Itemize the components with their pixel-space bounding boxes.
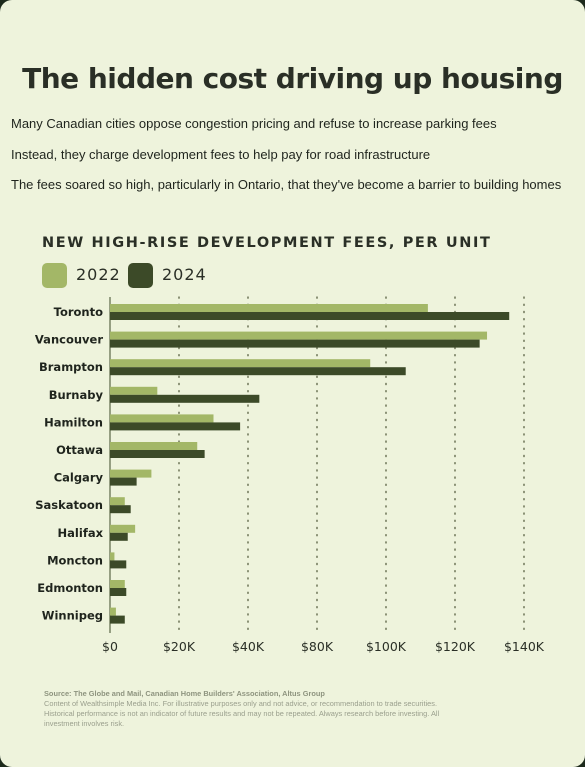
bar-halifax-2024 [110, 532, 128, 541]
bar-burnaby-2022 [110, 386, 158, 395]
page-title: The hidden cost driving up housing [22, 62, 563, 95]
category-label-winnipeg: Winnipeg [42, 609, 103, 623]
source-note: Source: The Globe and Mail, Canadian Hom… [44, 689, 444, 729]
x-tick-label: $140K [504, 639, 545, 654]
bar-vancouver-2024 [110, 339, 480, 348]
bar-moncton-2024 [110, 560, 127, 569]
bar-calgary-2022 [110, 469, 152, 478]
source-label: Source: The Globe and Mail, Canadian Hom… [44, 689, 325, 698]
bar-brampton-2024 [110, 367, 406, 376]
category-label-brampton: Brampton [39, 360, 103, 374]
category-label-calgary: Calgary [54, 471, 104, 485]
category-label-vancouver: Vancouver [35, 333, 103, 347]
category-label-saskatoon: Saskatoon [35, 498, 103, 512]
x-tick-label: $100K [366, 639, 407, 654]
legend-label-2024: 2024 [162, 265, 207, 284]
note-3: The fees soared so high, particularly in… [11, 177, 562, 192]
bar-moncton-2022 [110, 552, 115, 561]
disclaimer-text: Content of Wealthsimple Media Inc. For i… [44, 699, 440, 728]
x-tick-label: $120K [435, 639, 476, 654]
bar-winnipeg-2024 [110, 615, 125, 624]
category-label-burnaby: Burnaby [49, 388, 104, 402]
legend-label-2022: 2022 [76, 265, 121, 284]
category-label-ottawa: Ottawa [56, 443, 103, 457]
x-tick-label: $0 [102, 639, 118, 654]
bar-brampton-2022 [110, 359, 371, 368]
bar-chart: $0 $20K $40K $80K $100K $120K $140K Toronto Vanc… [35, 296, 545, 654]
bar-saskatoon-2022 [110, 497, 125, 506]
bar-saskatoon-2024 [110, 505, 131, 514]
chart-title: NEW HIGH-RISE DEVELOPMENT FEES, PER UNIT [42, 235, 492, 251]
note-1: Many Canadian cities oppose congestion p… [11, 116, 497, 131]
bar-toronto-2022 [110, 304, 428, 312]
bar-toronto-2024 [110, 312, 510, 320]
bar-ottawa-2024 [110, 450, 205, 458]
bar-halifax-2022 [110, 524, 136, 533]
x-tick-label: $20K [163, 639, 196, 654]
bar-calgary-2024 [110, 477, 137, 486]
category-label-halifax: Halifax [58, 526, 104, 540]
category-label-moncton: Moncton [47, 553, 103, 567]
legend-swatch-2024 [128, 263, 153, 288]
note-2: Instead, they charge development fees to… [11, 147, 431, 162]
bar-edmonton-2024 [110, 588, 127, 596]
bar-ottawa-2022 [110, 442, 198, 450]
x-tick-label: $80K [301, 639, 334, 654]
bar-hamilton-2024 [110, 422, 241, 431]
category-label-hamilton: Hamilton [44, 415, 103, 429]
category-label-toronto: Toronto [54, 305, 103, 319]
bar-edmonton-2022 [110, 580, 125, 588]
category-label-edmonton: Edmonton [37, 581, 103, 595]
bar-burnaby-2024 [110, 394, 260, 403]
x-tick-label: $40K [232, 639, 265, 654]
bar-hamilton-2022 [110, 414, 214, 423]
bar-winnipeg-2022 [110, 607, 116, 616]
legend-swatch-2022 [42, 263, 67, 288]
bar-vancouver-2022 [110, 331, 488, 340]
